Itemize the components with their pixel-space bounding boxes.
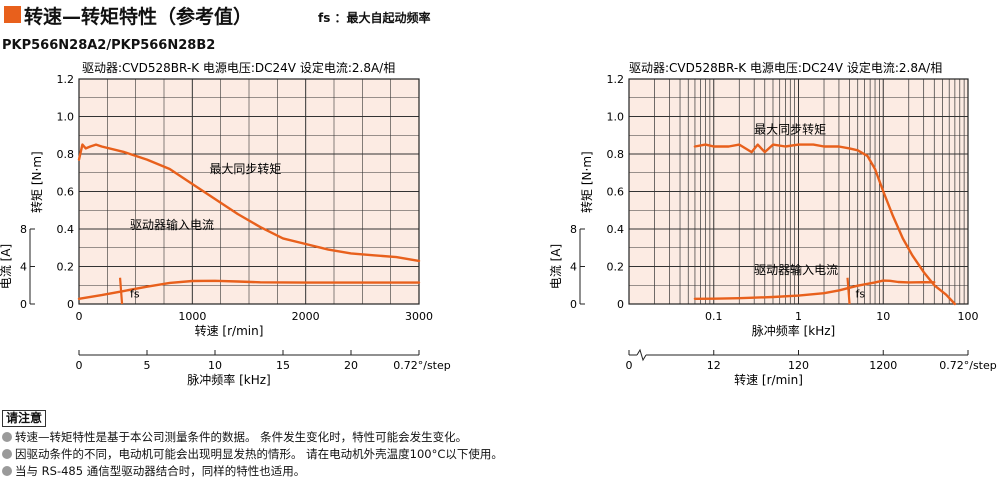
note-item-2: 因驱动条件的不同，电动机可能会出现明显发热的情形。 请在电动机外壳温度100°C… — [2, 446, 503, 462]
current-axis-label: 电流 [A] — [549, 244, 563, 289]
fs-marker — [846, 277, 851, 305]
pulse-tick-label: 10 — [208, 359, 222, 372]
x-tick-label: 2000 — [292, 310, 320, 323]
plot-frame — [78, 78, 420, 305]
bullet-icon — [2, 432, 12, 442]
note-item-1: 转速—转矩特性是基于本公司测量条件的数据。 条件发生变化时，特性可能会发生变化。 — [2, 429, 467, 445]
step-unit-label: 0.72°/step — [393, 359, 451, 372]
curve-label: 最大同步转矩 — [754, 121, 826, 136]
pulse-tick-label: 15 — [276, 359, 290, 372]
bullet-icon — [2, 449, 12, 459]
y-tick-label: 0 — [617, 298, 624, 311]
y-tick-label: 0.4 — [607, 223, 625, 236]
y-tick-label: 1.0 — [607, 111, 625, 124]
driver-label: 驱动器:CVD528BR-K 电源电压:DC24V 设定电流:2.8A/相 — [629, 60, 942, 75]
fs-note: fs ：最大自起动频率 — [318, 11, 431, 25]
curve-label: 最大同步转矩 — [209, 161, 281, 176]
x-tick-label: 1000 — [178, 310, 206, 323]
current-tick-label: 8 — [570, 223, 577, 236]
chart-1: 驱动器:CVD528BR-K 电源电压:DC24V 设定电流:2.8A/相 0 0.… — [0, 60, 451, 387]
note-text-2: 因驱动条件的不同，电动机可能会出现明显发热的情形。 请在电动机外壳温度100°C… — [15, 447, 503, 461]
y-tick-label: 1.0 — [57, 111, 75, 124]
note-item-3: 当与 RS-485 通信型驱动器结合时，同样的特性也适用。 — [2, 463, 305, 479]
page-title: 转速—转矩特性（参考值） — [24, 6, 253, 28]
fs-label: fs — [855, 287, 865, 300]
plot-frame — [628, 78, 969, 305]
note-text-1: 转速—转矩特性是基于本公司测量条件的数据。 条件发生变化时，特性可能会发生变化。 — [15, 430, 468, 444]
x-axis-label: 转速 [r/min] — [195, 323, 264, 338]
x-tick-label: 0.1 — [705, 310, 723, 323]
note-text-3: 当与 RS-485 通信型驱动器结合时，同样的特性也适用。 — [15, 464, 306, 478]
torque-curve — [77, 143, 421, 263]
x-tick-label: 10 — [876, 310, 890, 323]
speed-tick-label: 120 — [788, 359, 809, 372]
y-tick-label: 0.2 — [607, 261, 625, 274]
current-curve — [693, 279, 936, 300]
current-tick-label: 0 — [20, 298, 27, 311]
y-tick-label: 0.6 — [607, 186, 625, 199]
current-tick-label: 0 — [570, 298, 577, 311]
speed-tick-label: 1200 — [869, 359, 897, 372]
curve-label: 驱动器输入电流 — [130, 217, 214, 232]
x-axis-label: 脉冲频率 [kHz] — [752, 323, 835, 338]
speed-axis-label: 转速 [r/min] — [734, 372, 803, 387]
x-tick-label: 0 — [76, 310, 83, 323]
y-tick-label: 0.4 — [57, 223, 75, 236]
fs-marker — [118, 277, 124, 305]
model-name: PKP566N28A2/PKP566N28B2 — [2, 38, 216, 53]
current-axis-label: 电流 [A] — [0, 244, 13, 289]
axis-break-icon — [636, 348, 647, 362]
x-tick-label: 3000 — [405, 310, 433, 323]
pulse-tick-label: 5 — [144, 359, 151, 372]
bullet-icon — [2, 466, 12, 476]
speed-tick-label: 0 — [626, 359, 633, 372]
header-accent-square — [4, 6, 21, 23]
speed-tick-label: 12 — [707, 359, 721, 372]
driver-label: 驱动器:CVD528BR-K 电源电压:DC24V 设定电流:2.8A/相 — [82, 60, 395, 75]
current-tick-label: 4 — [20, 261, 27, 274]
chart-2: 驱动器:CVD528BR-K 电源电压:DC24V 设定电流:2.8A/相 0 0.… — [549, 60, 997, 387]
pulse-tick-label: 0 — [76, 359, 83, 372]
y-axis-label: 转矩 [N·m] — [579, 151, 594, 213]
y-tick-label: 0.8 — [57, 148, 75, 161]
pulse-axis-label: 脉冲频率 [kHz] — [187, 372, 270, 387]
y-tick-label: 1.2 — [57, 73, 75, 86]
y-tick-label: 0.2 — [57, 261, 75, 274]
y-tick-label: 1.2 — [607, 73, 625, 86]
y-tick-label: 0 — [67, 298, 74, 311]
y-tick-label: 0.8 — [607, 148, 625, 161]
x-tick-label: 100 — [958, 310, 979, 323]
current-tick-label: 4 — [570, 261, 577, 274]
curve-label: 驱动器输入电流 — [754, 262, 838, 277]
x-tick-label: 1 — [795, 310, 802, 323]
notes-title: 请注意 — [2, 410, 47, 427]
y-tick-label: 0.6 — [57, 186, 75, 199]
fs-label: fs — [130, 287, 140, 300]
pulse-tick-label: 20 — [344, 359, 358, 372]
torque-curve — [693, 143, 957, 306]
step-unit-label: 0.72°/step — [939, 359, 997, 372]
current-tick-label: 8 — [20, 223, 27, 236]
y-axis-label: 转矩 [N·m] — [29, 151, 44, 213]
